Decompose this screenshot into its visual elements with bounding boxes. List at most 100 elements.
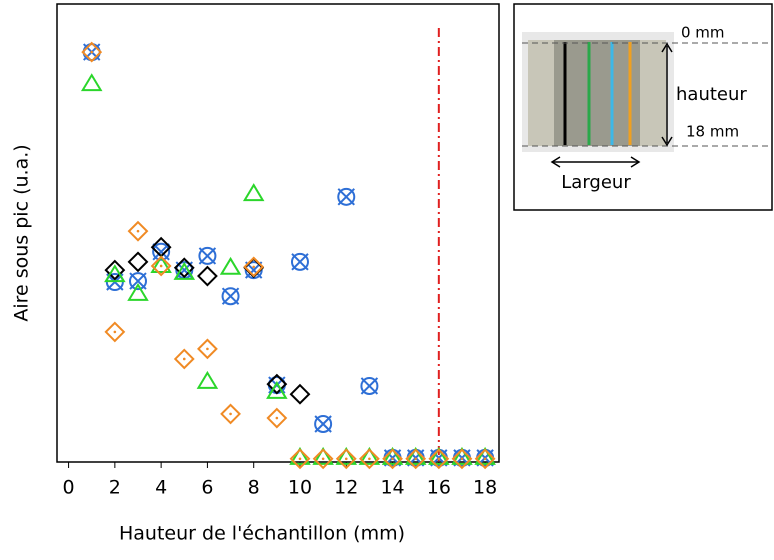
marker-part [197, 338, 218, 360]
point [127, 220, 149, 242]
point [196, 370, 219, 389]
point [360, 376, 379, 395]
marker-part [360, 377, 379, 395]
point [358, 446, 381, 465]
marker-part [80, 73, 103, 92]
point [266, 380, 288, 399]
inset: 0 mm hauteur 18 mm Largeur [513, 3, 773, 211]
marker-part [312, 446, 334, 465]
point [104, 259, 126, 281]
point [198, 246, 217, 265]
point [289, 446, 311, 465]
marker-part [266, 373, 288, 395]
inset-label: 0 mm [681, 24, 725, 42]
marker-part [290, 252, 309, 271]
point [335, 448, 357, 470]
marker-part [451, 446, 473, 465]
marker-part [113, 330, 117, 334]
marker-part [405, 448, 427, 470]
marker-part [474, 446, 496, 465]
marker-part [90, 50, 94, 54]
x-tick-label: 6 [201, 477, 213, 499]
point [219, 256, 242, 275]
point [428, 448, 450, 470]
marker-part [104, 321, 126, 343]
marker-part [104, 259, 126, 281]
x-tick-label: 10 [288, 477, 312, 499]
marker-part [243, 256, 265, 278]
marker-part [136, 229, 140, 233]
marker-part [219, 256, 242, 275]
point [381, 446, 404, 465]
y-axis-label: Aire sous pic (u.a.) [11, 144, 33, 321]
marker-part [289, 446, 311, 465]
marker-part [150, 255, 172, 273]
marker-part [291, 253, 309, 271]
marker-part [150, 255, 172, 277]
marker-part [460, 457, 464, 461]
marker-part [428, 448, 450, 470]
x-tick-label: 14 [380, 477, 404, 499]
marker-part [221, 287, 240, 305]
marker-part [220, 403, 241, 425]
point [80, 73, 103, 92]
point [150, 255, 172, 277]
point [312, 446, 334, 465]
point [382, 448, 403, 470]
point [221, 287, 240, 306]
marker-part [221, 287, 240, 306]
point [266, 373, 288, 395]
point [197, 338, 218, 360]
x-tick-label: 18 [473, 477, 497, 499]
point [104, 321, 126, 343]
marker-part [129, 272, 147, 290]
marker-part [104, 264, 126, 283]
point [127, 251, 149, 273]
point [173, 348, 195, 370]
inset-label: hauteur [676, 84, 747, 105]
x-tick-label: 16 [427, 477, 451, 499]
marker-part [381, 446, 404, 465]
point [243, 256, 265, 278]
point [289, 448, 311, 470]
marker-part [198, 246, 217, 265]
marker-part [127, 220, 149, 242]
point [337, 187, 356, 206]
point [290, 252, 309, 271]
marker-part [321, 457, 325, 461]
point [173, 261, 196, 280]
marker-part [335, 446, 358, 465]
marker-part [128, 272, 147, 291]
marker-part [368, 457, 371, 461]
marker-part [229, 412, 232, 416]
point [314, 414, 333, 433]
marker-part [127, 282, 149, 301]
marker-part [337, 187, 356, 206]
marker-part [314, 414, 333, 433]
marker-part [242, 183, 265, 202]
marker-part [275, 416, 279, 420]
point [474, 446, 496, 465]
point [451, 446, 473, 465]
point [220, 403, 241, 425]
marker-part [289, 383, 311, 405]
marker-part [81, 41, 103, 63]
marker-part [152, 243, 170, 261]
point [266, 407, 288, 429]
x-tick-label: 4 [155, 477, 167, 499]
point [127, 282, 149, 301]
marker-part [197, 265, 218, 287]
marker-part [252, 265, 256, 269]
marker-part [414, 457, 417, 461]
marker-part [182, 357, 186, 361]
x-tick-label: 0 [63, 477, 75, 499]
point [150, 255, 172, 273]
marker-part [152, 242, 171, 261]
point [428, 446, 450, 465]
marker-part [314, 415, 332, 433]
x-tick-label: 12 [334, 477, 358, 499]
marker-part [196, 370, 219, 389]
marker-part [344, 457, 348, 461]
